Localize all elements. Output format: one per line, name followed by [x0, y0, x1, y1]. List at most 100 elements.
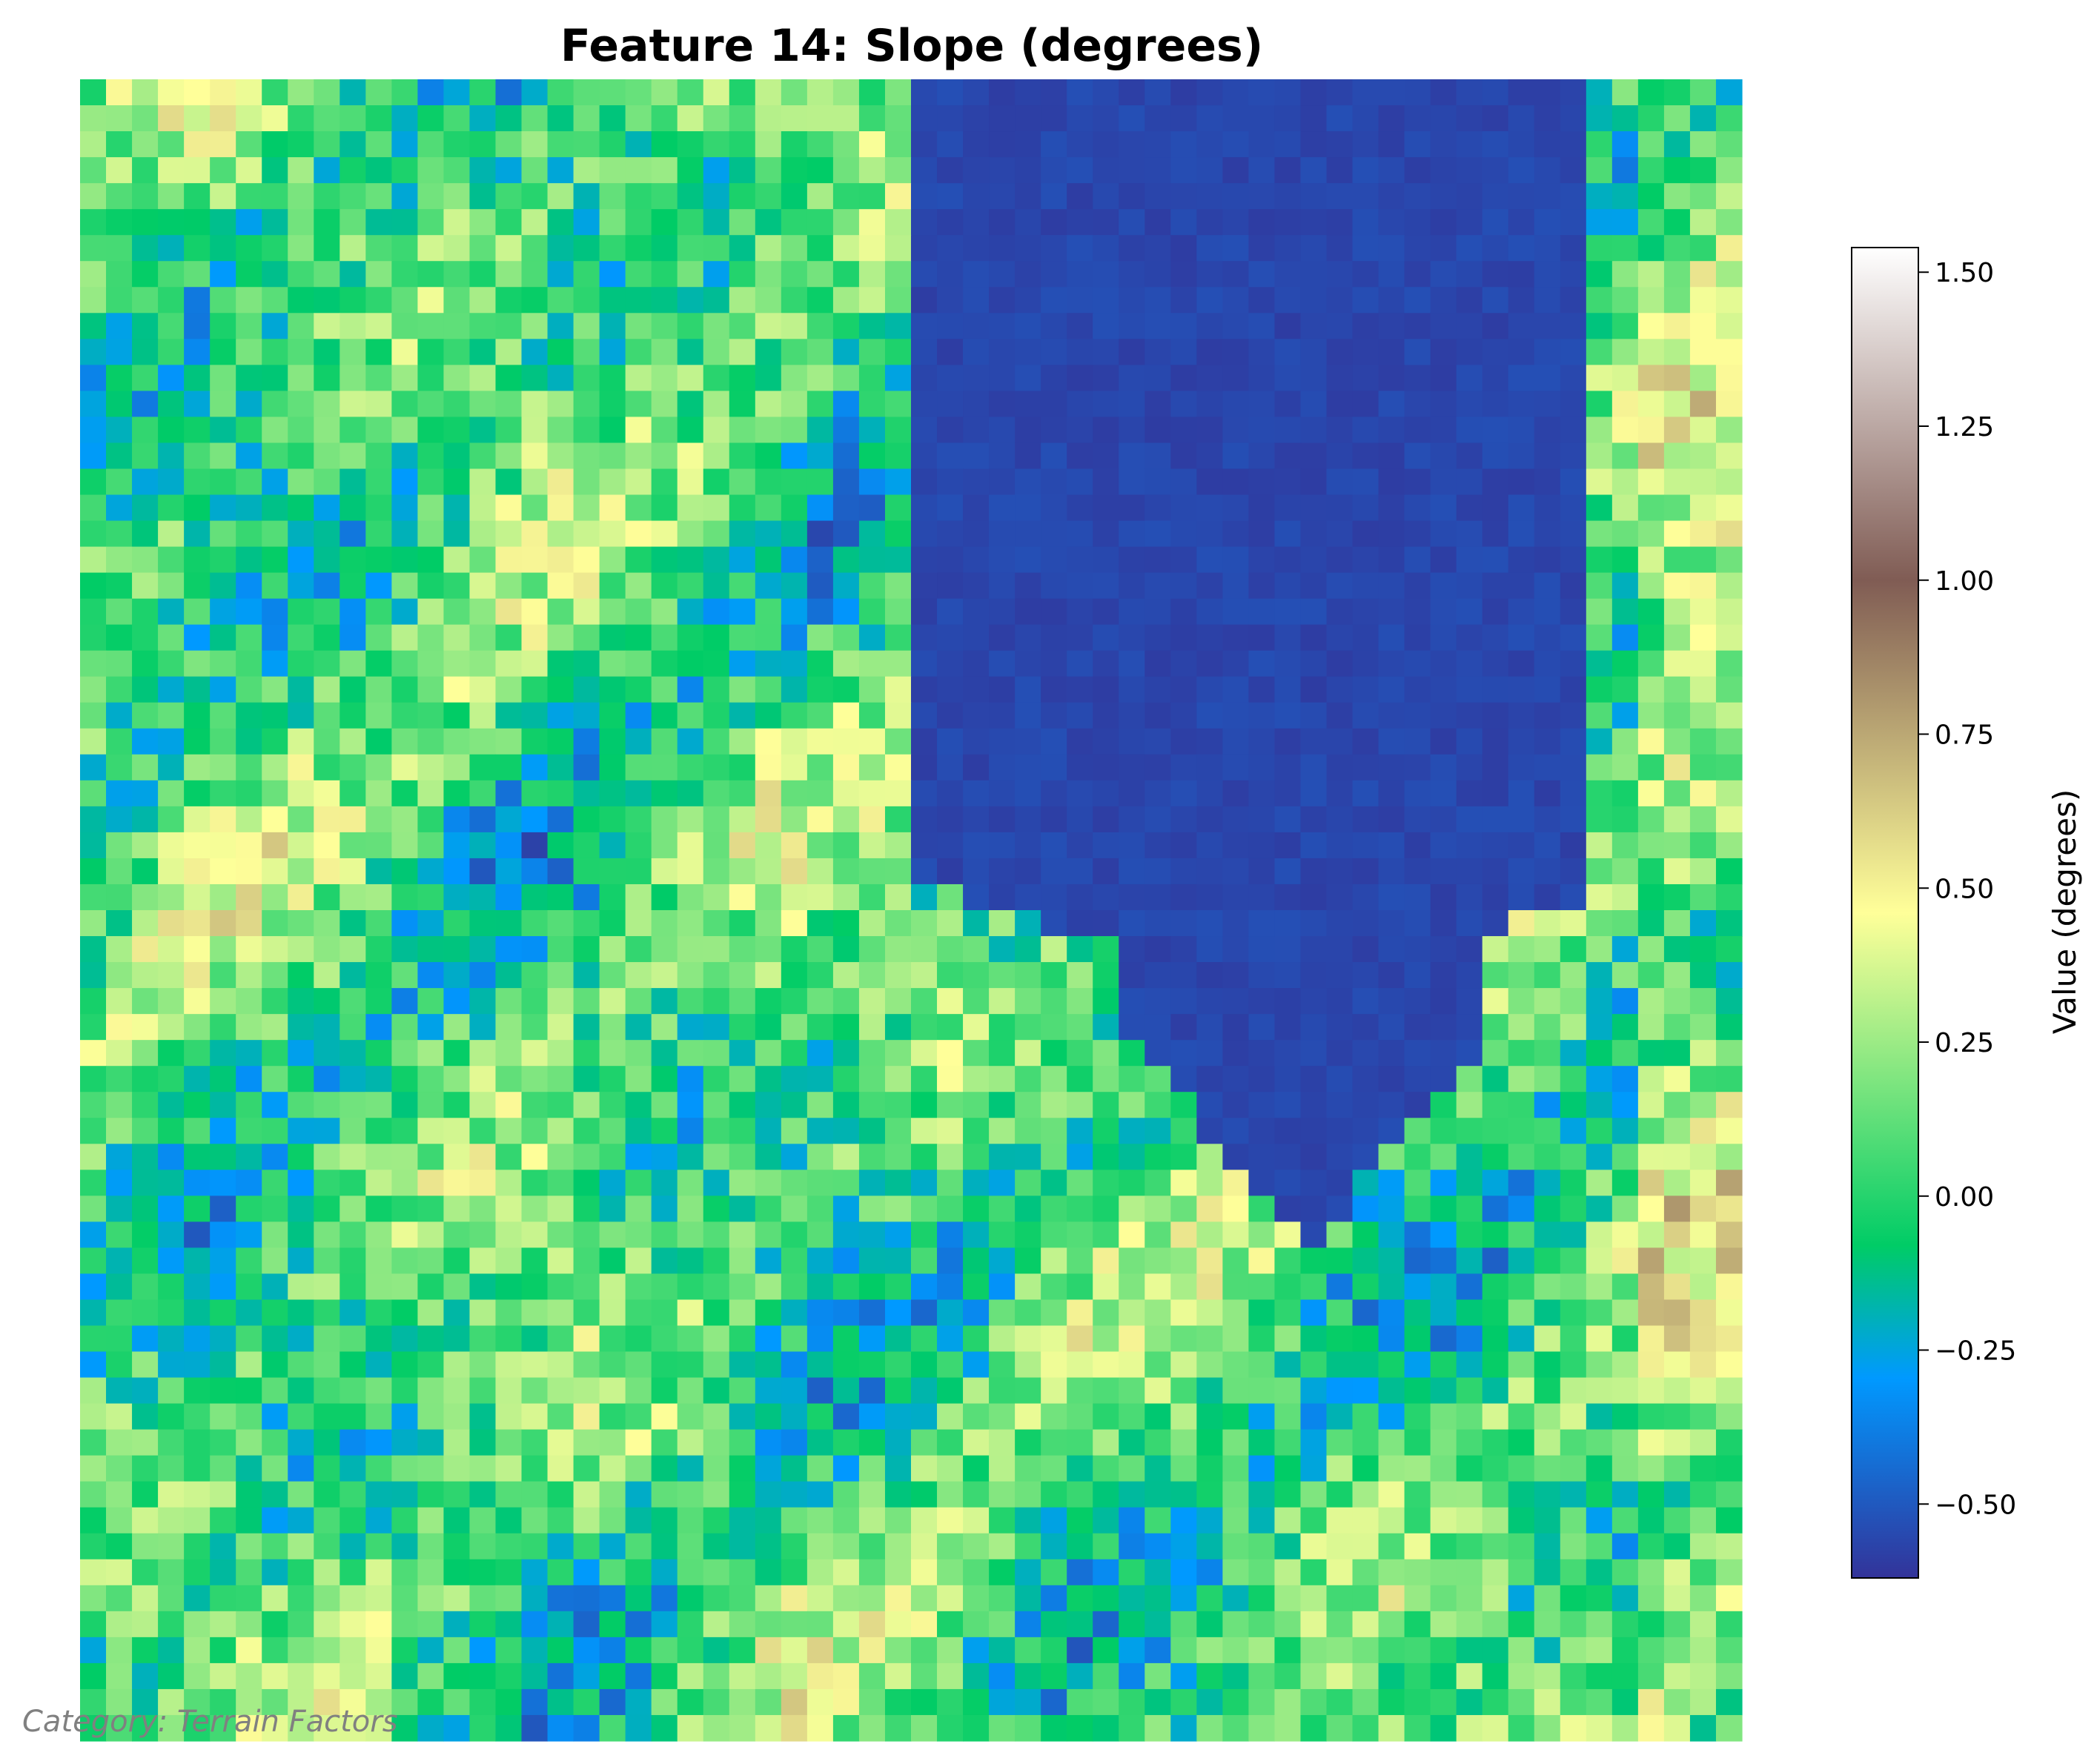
- heatmap-cell: [521, 728, 549, 755]
- heatmap-cell: [911, 1611, 938, 1638]
- heatmap-cell: [781, 157, 808, 184]
- heatmap-cell: [1248, 1351, 1276, 1379]
- heatmap-cell: [521, 624, 549, 651]
- heatmap-cell: [781, 494, 808, 522]
- heatmap-cell: [1715, 1403, 1743, 1430]
- heatmap-cell: [1067, 1585, 1093, 1612]
- heatmap-cell: [911, 1170, 938, 1196]
- heatmap-cell: [521, 1014, 549, 1041]
- heatmap-cell: [1715, 1066, 1743, 1092]
- heatmap-cell: [1352, 988, 1379, 1015]
- heatmap-cell: [80, 858, 107, 885]
- heatmap-cell: [106, 235, 133, 262]
- heatmap-cell: [755, 1637, 782, 1664]
- heatmap-cell: [1144, 1196, 1171, 1222]
- heatmap-cell: [1015, 131, 1041, 158]
- heatmap-cell: [1300, 1688, 1328, 1716]
- heatmap-cell: [1637, 910, 1665, 937]
- heatmap-cell: [339, 1118, 366, 1144]
- heatmap-cell: [858, 520, 886, 548]
- heatmap-cell: [1196, 598, 1223, 626]
- heatmap-cell: [625, 1455, 652, 1482]
- heatmap-cell: [288, 1144, 314, 1170]
- heatmap-cell: [288, 494, 314, 522]
- heatmap-cell: [1715, 494, 1743, 522]
- heatmap-cell: [1637, 235, 1665, 262]
- heatmap-cell: [1637, 1014, 1665, 1041]
- heatmap-cell: [1274, 572, 1302, 600]
- heatmap-cell: [1560, 494, 1587, 522]
- heatmap-cell: [184, 1092, 211, 1118]
- heatmap-cell: [288, 1637, 314, 1664]
- heatmap-cell: [547, 988, 574, 1015]
- heatmap-cell: [625, 1299, 652, 1327]
- heatmap-cell: [339, 520, 366, 548]
- heatmap-cell: [106, 572, 133, 600]
- heatmap-cell: [1378, 1377, 1405, 1405]
- heatmap-cell: [651, 1585, 678, 1612]
- heatmap-cell: [858, 1247, 886, 1275]
- heatmap-cell: [1534, 1066, 1561, 1092]
- heatmap-cell: [80, 1144, 107, 1170]
- heatmap-cell: [1560, 287, 1587, 314]
- heatmap-cell: [314, 650, 340, 677]
- heatmap-cell: [469, 1196, 497, 1222]
- heatmap-cell: [1508, 780, 1535, 807]
- heatmap-cell: [1508, 131, 1535, 158]
- heatmap-cell: [417, 105, 445, 132]
- heatmap-cell: [1715, 1688, 1743, 1716]
- heatmap-cell: [1482, 494, 1509, 522]
- heatmap-cell: [1248, 1585, 1276, 1612]
- heatmap-cell: [1689, 858, 1717, 885]
- heatmap-cell: [417, 1481, 445, 1508]
- heatmap-cell: [521, 520, 549, 548]
- heatmap-cell: [1560, 1585, 1587, 1612]
- heatmap-cell: [806, 1637, 834, 1664]
- heatmap-cell: [547, 806, 574, 833]
- heatmap-cell: [1508, 157, 1535, 184]
- heatmap-cell: [469, 1144, 497, 1170]
- heatmap-cell: [1093, 858, 1119, 885]
- heatmap-cell: [1689, 235, 1717, 262]
- heatmap-cell: [832, 261, 860, 288]
- heatmap-cell: [1170, 572, 1197, 600]
- heatmap-cell: [391, 1481, 419, 1508]
- heatmap-cell: [1326, 624, 1354, 651]
- heatmap-cell: [1274, 1273, 1302, 1301]
- heatmap-cell: [573, 676, 600, 703]
- heatmap-cell: [832, 598, 860, 626]
- heatmap-cell: [1508, 1351, 1535, 1379]
- heatmap-cell: [1144, 1118, 1171, 1144]
- heatmap-cell: [210, 754, 236, 781]
- heatmap-cell: [884, 79, 912, 106]
- heatmap-cell: [80, 391, 107, 418]
- heatmap-cell: [469, 1507, 497, 1534]
- heatmap-cell: [1248, 520, 1276, 548]
- heatmap-cell: [884, 1637, 912, 1664]
- heatmap-cell: [911, 832, 938, 859]
- heatmap-cell: [599, 702, 626, 729]
- heatmap-cell: [1689, 183, 1717, 210]
- heatmap-cell: [1404, 650, 1431, 677]
- heatmap-cell: [417, 832, 445, 859]
- heatmap-cell: [80, 1247, 107, 1275]
- heatmap-cell: [1637, 1559, 1665, 1586]
- heatmap-cell: [1170, 313, 1197, 339]
- heatmap-cell: [521, 1637, 549, 1664]
- heatmap-cell: [937, 1040, 964, 1067]
- heatmap-cell: [963, 209, 990, 236]
- heatmap-cell: [1611, 598, 1639, 626]
- heatmap-cell: [858, 494, 886, 522]
- heatmap-cell: [1689, 157, 1717, 184]
- heatmap-cell: [132, 1481, 159, 1508]
- heatmap-cell: [1689, 572, 1717, 600]
- heatmap-cell: [547, 780, 574, 807]
- heatmap-cell: [1430, 598, 1457, 626]
- heatmap-cell: [625, 1611, 652, 1638]
- heatmap-cell: [443, 624, 471, 651]
- heatmap-cell: [1352, 287, 1379, 314]
- heatmap-cell: [1352, 313, 1379, 339]
- heatmap-cell: [158, 728, 185, 755]
- heatmap-cell: [417, 1585, 445, 1612]
- heatmap-cell: [1430, 468, 1457, 496]
